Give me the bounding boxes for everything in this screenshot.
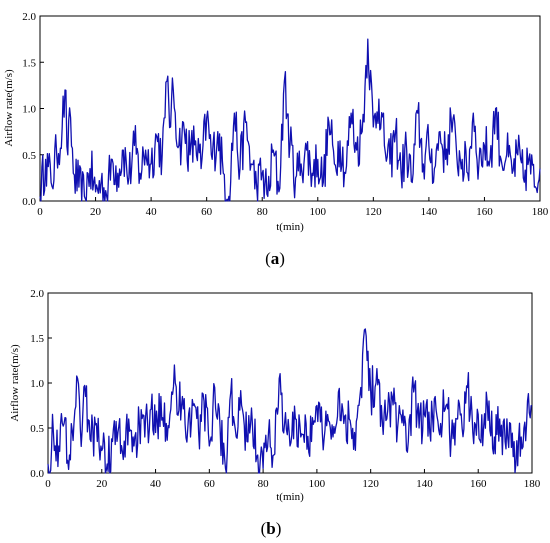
y-tick-label: 1.0 [30,378,44,390]
x-tick-label: 0 [45,478,51,490]
x-tick-label: 60 [201,206,213,218]
y-tick-label: 0.5 [22,150,36,162]
x-tick-label: 100 [309,478,326,490]
y-tick-label: 0.5 [30,423,44,435]
x-tick-label: 40 [146,206,158,218]
panel-letter-b: b [266,519,275,538]
y-tick-label: 0.0 [30,468,44,480]
x-tick-label: 120 [365,206,382,218]
x-axis-label-b: t(min) [276,491,304,503]
y-axis-label-b: Airflow rate(m/s) [9,344,21,422]
x-tick-label: 160 [470,478,487,490]
y-axis-label-a: Airflow rate(m/s) [3,69,15,147]
panel-label-a: (a) [265,249,285,268]
x-tick-label: 60 [204,478,216,490]
x-tick-label: 160 [476,206,493,218]
x-tick-label: 140 [416,478,433,490]
x-tick-label: 100 [310,206,327,218]
x-tick-label: 40 [150,478,162,490]
y-tick-label: 2.0 [30,288,44,300]
x-axis-ticks-b: 0 20 40 60 80 100 120 140 160 180 [45,469,541,490]
series-line-a [39,38,541,202]
y-tick-label: 1.0 [22,104,36,116]
x-tick-label: 80 [257,206,269,218]
panel-label-b: (b) [261,519,282,538]
series-line-b [47,328,533,474]
y-axis-ticks-a: 0.0 0.5 1.0 1.5 2.0 [22,11,44,208]
x-tick-label: 140 [421,206,438,218]
x-tick-label: 180 [532,206,549,218]
x-tick-label: 20 [90,206,102,218]
y-tick-label: 1.5 [30,333,44,345]
x-tick-label: 20 [96,478,108,490]
chart-panel-a: 0.0 0.5 1.0 1.5 2.0 0 20 40 60 80 100 120 140 160 180… [3,11,549,268]
x-tick-label: 0 [37,206,43,218]
chart-panel-b: 0.0 0.5 1.0 1.5 2.0 0 20 40 60 80 100 120 140 160 180… [9,288,541,538]
x-tick-label: 120 [362,478,379,490]
y-tick-label: 1.5 [22,57,36,69]
y-tick-label: 0.0 [22,196,36,208]
x-tick-label: 180 [524,478,541,490]
panel-letter-a: a [271,249,280,268]
x-tick-label: 80 [258,478,270,490]
x-axis-ticks-a: 0 20 40 60 80 100 120 140 160 180 [37,197,549,218]
x-axis-label-a: t(min) [276,221,304,233]
y-tick-label: 2.0 [22,11,36,23]
y-axis-ticks-b: 0.0 0.5 1.0 1.5 2.0 [30,288,52,480]
